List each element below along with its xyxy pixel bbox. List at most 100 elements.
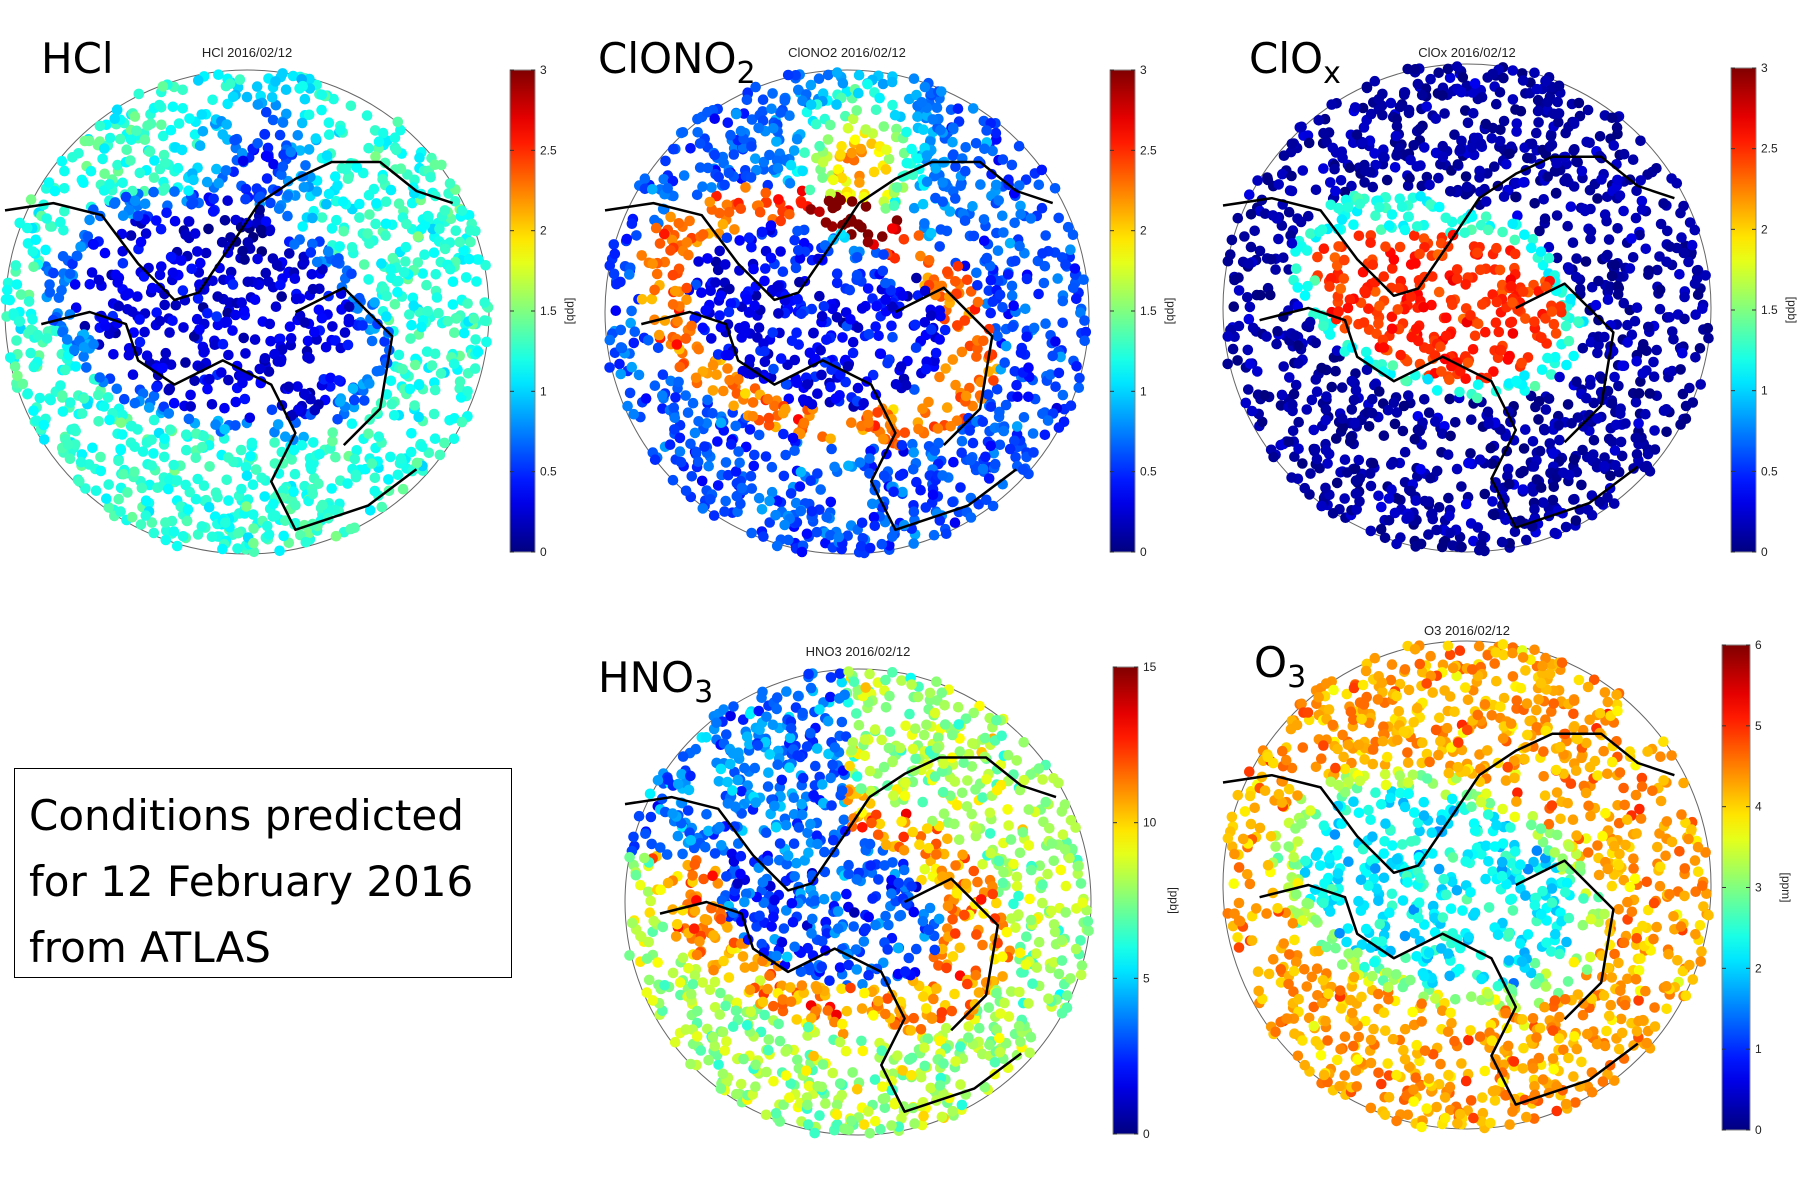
data-point: [208, 193, 219, 205]
data-point: [1618, 205, 1629, 217]
data-point: [22, 222, 33, 234]
data-point: [1336, 214, 1348, 225]
data-point: [956, 787, 968, 799]
data-point: [1474, 172, 1485, 183]
data-point: [148, 527, 160, 539]
data-point: [421, 279, 432, 291]
data-point: [81, 362, 92, 373]
data-point: [1643, 269, 1654, 280]
data-point: [889, 109, 901, 121]
data-point: [901, 157, 913, 169]
data-point: [1560, 521, 1572, 533]
data-point: [393, 349, 405, 361]
data-point: [1283, 436, 1294, 448]
data-point: [405, 446, 417, 458]
data-point: [1375, 524, 1387, 535]
data-point: [219, 424, 230, 435]
data-point: [775, 353, 787, 364]
data-point: [860, 124, 871, 135]
data-point: [59, 364, 71, 376]
data-point: [1468, 108, 1479, 119]
data-point: [1480, 118, 1492, 130]
data-point: [862, 283, 874, 294]
data-point: [1509, 234, 1521, 246]
data-point: [915, 484, 926, 496]
data-point: [56, 285, 67, 296]
data-point: [1074, 372, 1085, 384]
data-point: [55, 216, 66, 228]
data-point: [364, 505, 376, 516]
data-point: [1374, 386, 1385, 397]
data-point: [57, 250, 69, 262]
data-point: [927, 489, 939, 501]
data-point: [816, 369, 827, 381]
data-point: [1333, 306, 1344, 317]
data-point: [778, 428, 789, 440]
data-point: [366, 458, 378, 469]
data-point: [363, 142, 374, 154]
data-point: [1610, 460, 1621, 471]
data-point: [1373, 490, 1384, 502]
data-point: [184, 113, 195, 124]
data-point: [1259, 390, 1270, 401]
data-point: [1053, 422, 1065, 433]
data-point: [1606, 270, 1618, 282]
data-point: [693, 416, 704, 427]
data-point: [1560, 320, 1572, 332]
data-point: [740, 182, 751, 193]
data-point: [1658, 405, 1670, 417]
data-point: [223, 349, 234, 361]
data-point: [827, 174, 839, 186]
data-point: [183, 216, 195, 227]
data-point: [806, 506, 818, 517]
data-point: [1336, 413, 1348, 424]
data-point: [1394, 101, 1406, 113]
data-point: [1442, 449, 1454, 461]
data-point: [1633, 388, 1645, 399]
data-point: [740, 388, 751, 399]
data-point: [160, 517, 171, 528]
data-point: [398, 266, 410, 278]
data-point: [122, 304, 133, 315]
data-point: [93, 416, 104, 427]
data-point: [1033, 179, 1045, 191]
data-point: [1249, 225, 1260, 237]
data-point: [406, 428, 417, 439]
data-point: [1381, 174, 1393, 186]
data-point: [1419, 142, 1430, 153]
data-point: [260, 267, 272, 279]
data-point: [649, 380, 661, 392]
data-point: [219, 402, 230, 414]
colorbar-tick-label: 1: [540, 384, 547, 398]
data-point: [288, 444, 300, 456]
data-point: [240, 348, 251, 359]
data-point: [346, 418, 358, 430]
data-point: [316, 104, 327, 116]
data-point: [856, 222, 867, 233]
data-point: [649, 454, 661, 466]
data-point: [854, 457, 866, 468]
data-point: [1529, 504, 1540, 515]
data-point: [952, 261, 964, 272]
data-point: [172, 162, 184, 174]
data-point: [1606, 112, 1618, 124]
data-point: [316, 89, 328, 101]
data-point: [749, 449, 760, 461]
data-point: [756, 226, 768, 238]
data-point: [941, 528, 952, 539]
data-point: [454, 236, 466, 248]
data-point: [1431, 524, 1442, 536]
data-point: [1528, 461, 1540, 472]
data-point: [64, 453, 76, 465]
data-point: [707, 359, 719, 371]
data-point: [212, 491, 223, 503]
data-point: [604, 334, 616, 346]
data-point: [22, 388, 34, 399]
data-point: [196, 109, 208, 120]
data-point: [380, 196, 392, 207]
data-point: [1286, 138, 1298, 150]
data-point: [84, 279, 96, 290]
data-point: [1310, 337, 1321, 349]
data-point: [148, 390, 160, 402]
data-point: [1391, 150, 1402, 161]
